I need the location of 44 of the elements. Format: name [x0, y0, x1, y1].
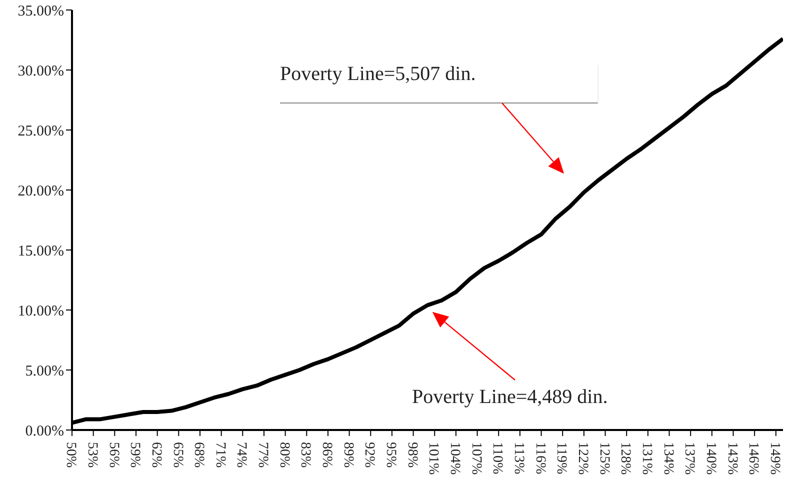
x-tick-label: 95%: [383, 442, 398, 468]
y-tick-label: 5.00%: [25, 363, 64, 380]
x-tick-label: 101%: [426, 442, 441, 475]
x-tick-label: 110%: [490, 442, 505, 474]
y-tick-label: 25.00%: [18, 123, 64, 140]
y-tick-label: 0.00%: [25, 423, 64, 440]
x-tick-label: 50%: [63, 442, 78, 468]
x-tick-label: 131%: [639, 442, 654, 475]
y-tick-label: 20.00%: [18, 183, 64, 200]
x-tick-label: 128%: [618, 442, 633, 475]
x-tick-label: 83%: [298, 442, 313, 468]
y-tick-label: 35.00%: [18, 3, 64, 20]
x-tick-label: 122%: [575, 442, 590, 475]
x-tick-label: 92%: [362, 442, 377, 468]
x-tick-label: 104%: [447, 442, 462, 475]
y-tick-label: 10.00%: [18, 303, 64, 320]
annotation: Poverty Line=5,507 din.: [280, 63, 476, 85]
x-tick-label: 65%: [170, 442, 185, 468]
x-tick-label: 71%: [212, 442, 228, 468]
x-tick-label: 119%: [554, 442, 569, 474]
x-tick-label: 134%: [660, 442, 676, 475]
x-tick-label: 59%: [127, 442, 142, 468]
x-tick-label: 80%: [276, 442, 292, 468]
x-tick-label: 77%: [255, 442, 270, 468]
x-tick-label: 89%: [340, 442, 356, 468]
x-tick-label: 143%: [724, 442, 740, 475]
x-tick-label: 137%: [682, 442, 697, 475]
y-tick-label: 30.00%: [18, 63, 64, 80]
x-tick-label: 74%: [234, 442, 249, 468]
x-tick-label: 68%: [191, 442, 206, 468]
x-tick-label: 146%: [746, 442, 761, 475]
x-tick-label: 107%: [468, 442, 484, 475]
x-tick-label: 56%: [106, 442, 121, 468]
x-tick-label: 149%: [766, 442, 782, 475]
x-tick-label: 125%: [596, 442, 612, 475]
x-tick-label: 53%: [84, 442, 100, 468]
x-tick-label: 98%: [404, 442, 420, 468]
annotation: Poverty Line=4,489 din.: [412, 386, 608, 408]
x-tick-label: 140%: [703, 442, 718, 475]
x-tick-label: 113%: [511, 442, 526, 474]
x-tick-label: 86%: [319, 442, 334, 468]
y-tick-label: 15.00%: [18, 243, 64, 260]
x-tick-label: 62%: [148, 442, 164, 468]
x-tick-label: 116%: [532, 442, 548, 474]
